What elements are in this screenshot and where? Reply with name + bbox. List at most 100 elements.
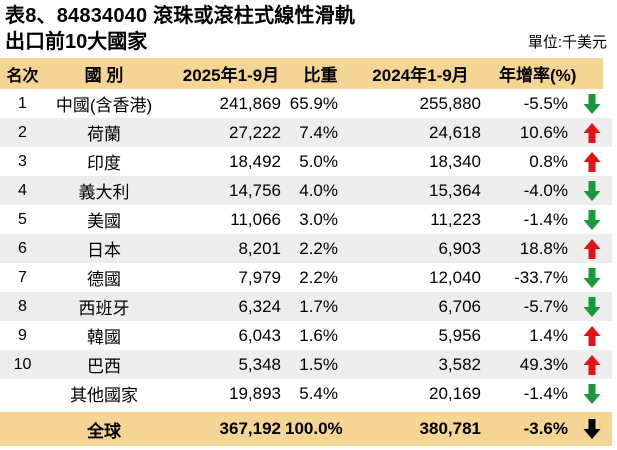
- page-title: 表8、84834040 滾珠或滾柱式線性滑軌: [5, 5, 356, 27]
- value-2025-cell: 241,869: [219, 93, 281, 113]
- value-2024-cell: 15,364: [429, 180, 481, 200]
- country-cell: 韓國: [87, 328, 121, 347]
- share-cell: 2.2%: [299, 238, 338, 258]
- share-cell: 1.7%: [299, 296, 338, 316]
- yoy-cell: -1.4%: [523, 209, 568, 229]
- rank-cell: 7: [18, 268, 27, 286]
- yoy-cell: 1.4%: [529, 325, 568, 345]
- trend-up-icon: [572, 122, 612, 143]
- column-header-2025: 2025年1-9月: [182, 66, 280, 85]
- page-subtitle: 出口前10大國家: [5, 31, 148, 53]
- share-cell: 1.5%: [299, 354, 338, 374]
- country-cell: 印度: [87, 154, 121, 173]
- value-2025-cell: 18,492: [229, 151, 281, 171]
- share-cell: 3.0%: [299, 209, 338, 229]
- share-cell: 5.4%: [299, 383, 338, 403]
- value-2024-cell: 6,903: [438, 238, 481, 258]
- table-row: 4 義大利 14,756 4.0% 15,364 -4.0%: [0, 176, 612, 205]
- value-2024-cell: 18,340: [429, 151, 481, 171]
- table-row: 2 荷蘭 27,222 7.4% 24,618 10.6%: [0, 118, 612, 147]
- table-header-row: 名次 國 別 2025年1-9月 比重 2024年1-9月 年增率(%): [0, 58, 612, 89]
- value-2025-cell: 11,066: [230, 209, 281, 229]
- country-cell: 全球: [87, 421, 121, 441]
- value-2024-cell: 11,223: [430, 209, 481, 229]
- table-row: 7 德國 7,979 2.2% 12,040 -33.7%: [0, 263, 612, 292]
- country-cell: 中國(含香港): [55, 96, 153, 115]
- rank-cell: 3: [18, 152, 27, 170]
- yoy-cell: -5.5%: [523, 93, 568, 113]
- trend-down-icon: [572, 419, 612, 439]
- trend-down-icon: [572, 267, 612, 288]
- value-2024-cell: 24,618: [429, 122, 481, 142]
- trend-down-icon: [572, 93, 612, 114]
- trend-up-icon: [572, 151, 612, 172]
- share-cell: 100.0%: [285, 419, 343, 438]
- value-2025-cell: 6,324: [238, 296, 281, 316]
- table-row: 8 西班牙 6,324 1.7% 6,706 -5.7%: [0, 292, 612, 321]
- value-2024-cell: 5,956: [438, 325, 481, 345]
- share-cell: 7.4%: [299, 122, 338, 142]
- yoy-cell: -4.0%: [523, 180, 568, 200]
- country-cell: 西班牙: [78, 299, 130, 318]
- country-cell: 德國: [87, 270, 121, 289]
- trend-up-icon: [572, 325, 612, 346]
- country-cell: 義大利: [78, 183, 130, 202]
- rank-cell: 2: [18, 123, 27, 141]
- yoy-cell: 18.8%: [519, 238, 568, 258]
- country-cell: 荷蘭: [87, 125, 121, 144]
- trend-down-icon: [572, 209, 612, 230]
- total-row: 全球 367,192 100.0% 380,781 -3.6%: [0, 412, 612, 446]
- value-2025-cell: 14,756: [229, 180, 281, 200]
- trend-down-icon: [572, 296, 612, 317]
- trend-up-icon: [572, 354, 612, 375]
- value-2024-cell: 255,880: [419, 93, 481, 113]
- rank-cell: 1: [18, 94, 27, 112]
- column-header-rank: 名次: [6, 67, 39, 85]
- unit-label: 單位:千美元: [527, 34, 607, 51]
- rank-cell: 9: [18, 326, 27, 344]
- yoy-cell: -3.6%: [523, 419, 568, 438]
- column-header-country: 國 別: [84, 66, 124, 85]
- share-cell: 2.2%: [299, 267, 338, 287]
- share-cell: 65.9%: [289, 93, 338, 113]
- yoy-cell: 49.3%: [519, 354, 568, 374]
- value-2024-cell: 6,706: [438, 296, 481, 316]
- trend-down-icon: [572, 180, 612, 201]
- table-row: 6 日本 8,201 2.2% 6,903 18.8%: [0, 234, 612, 263]
- yoy-cell: 0.8%: [529, 151, 568, 171]
- value-2024-cell: 3,582: [438, 354, 481, 374]
- table-row: 9 韓國 6,043 1.6% 5,956 1.4%: [0, 321, 612, 350]
- table-row: 10 巴西 5,348 1.5% 3,582 49.3%: [0, 350, 612, 379]
- value-2025-cell: 27,222: [229, 122, 281, 142]
- yoy-cell: 10.6%: [519, 122, 568, 142]
- table-row: 5 美國 11,066 3.0% 11,223 -1.4%: [0, 205, 612, 234]
- value-2025-cell: 8,201: [238, 238, 281, 258]
- yoy-cell: -1.4%: [523, 383, 568, 403]
- export-countries-table: 名次 國 別 2025年1-9月 比重 2024年1-9月 年增率(%) 1 中…: [0, 58, 612, 446]
- value-2025-cell: 5,348: [238, 354, 281, 374]
- share-cell: 4.0%: [299, 180, 338, 200]
- yoy-cell: -5.7%: [523, 296, 568, 316]
- value-2024-cell: 20,169: [429, 383, 481, 403]
- country-cell: 巴西: [87, 357, 121, 376]
- rank-cell: 6: [18, 239, 27, 257]
- rank-cell: 8: [18, 297, 27, 315]
- country-cell: 美國: [87, 212, 121, 231]
- value-2025-cell: 6,043: [238, 325, 281, 345]
- trend-down-icon: [572, 383, 612, 404]
- value-2025-cell: 367,192: [219, 419, 281, 438]
- rank-cell: 4: [18, 181, 27, 199]
- share-cell: 5.0%: [299, 151, 338, 171]
- country-cell: 日本: [87, 241, 121, 260]
- yoy-cell: -33.7%: [514, 267, 568, 287]
- trend-up-icon: [572, 238, 612, 259]
- value-2025-cell: 7,979: [238, 267, 281, 287]
- value-2024-cell: 380,781: [419, 419, 481, 438]
- table-row: 1 中國(含香港) 241,869 65.9% 255,880 -5.5%: [0, 89, 612, 118]
- table-body: 1 中國(含香港) 241,869 65.9% 255,880 -5.5% 2 …: [0, 89, 612, 408]
- value-2025-cell: 19,893: [229, 383, 281, 403]
- column-header-yoy: 年增率(%): [499, 66, 577, 85]
- table-row: 3 印度 18,492 5.0% 18,340 0.8%: [0, 147, 612, 176]
- rank-cell: 10: [13, 355, 32, 373]
